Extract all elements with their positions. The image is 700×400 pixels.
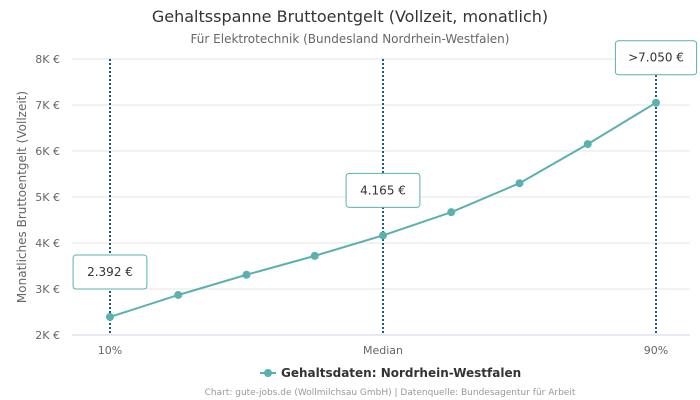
y-tick-label: 3K € — [35, 283, 60, 296]
data-point[interactable] — [447, 208, 456, 217]
chart-title: Gehaltsspanne Bruttoentgelt (Vollzeit, m… — [152, 7, 548, 26]
data-point[interactable] — [106, 312, 114, 321]
data-point[interactable] — [583, 140, 592, 149]
grid — [72, 58, 690, 336]
y-axis: 2K € 3K € 4K € 5K € 6K € 7K € 8K € — [35, 53, 60, 342]
callout-label: 4.165 € — [360, 183, 406, 197]
data-point[interactable] — [242, 270, 251, 279]
legend-marker — [264, 369, 272, 377]
y-tick-label: 7K € — [35, 99, 60, 112]
y-tick-label: 6K € — [35, 145, 60, 158]
x-tick-label: 90% — [644, 344, 668, 357]
x-tick-label: 10% — [98, 344, 122, 357]
y-tick-label: 5K € — [35, 191, 60, 204]
x-axis: 10% Median 90% — [98, 344, 668, 357]
annotations: 2.392 € 4.165 € >7.050 € — [72, 40, 698, 290]
annotation-callout: 4.165 € — [345, 172, 421, 208]
data-point[interactable] — [652, 98, 660, 107]
x-tick-label: Median — [363, 344, 403, 357]
y-axis-label: Monatliches Bruttoentgelt (Vollzeit) — [15, 91, 29, 303]
chart-subtitle: Für Elektrotechnik (Bundesland Nordrhein… — [191, 32, 510, 46]
data-point[interactable] — [174, 290, 183, 299]
legend-label: Gehaltsdaten: Nordrhein-Westfalen — [281, 366, 521, 380]
callout-label: >7.050 € — [628, 51, 684, 65]
callout-box — [614, 40, 698, 76]
series — [106, 98, 660, 321]
y-tick-label: 2K € — [35, 329, 60, 342]
annotation-callout: 2.392 € — [72, 254, 148, 290]
annotation-callout: >7.050 € — [614, 40, 698, 76]
legend[interactable]: Gehaltsdaten: Nordrhein-Westfalen — [260, 366, 521, 380]
data-point[interactable] — [310, 251, 319, 260]
y-tick-label: 4K € — [35, 237, 60, 250]
callout-label: 2.392 € — [87, 265, 133, 279]
callout-box — [345, 172, 421, 208]
data-point[interactable] — [379, 231, 387, 240]
chart-credits: Chart: gute-jobs.de (Wollmilchsau GmbH) … — [205, 388, 576, 398]
data-point[interactable] — [515, 179, 524, 188]
callout-box — [72, 254, 148, 290]
y-tick-label: 8K € — [35, 53, 60, 66]
